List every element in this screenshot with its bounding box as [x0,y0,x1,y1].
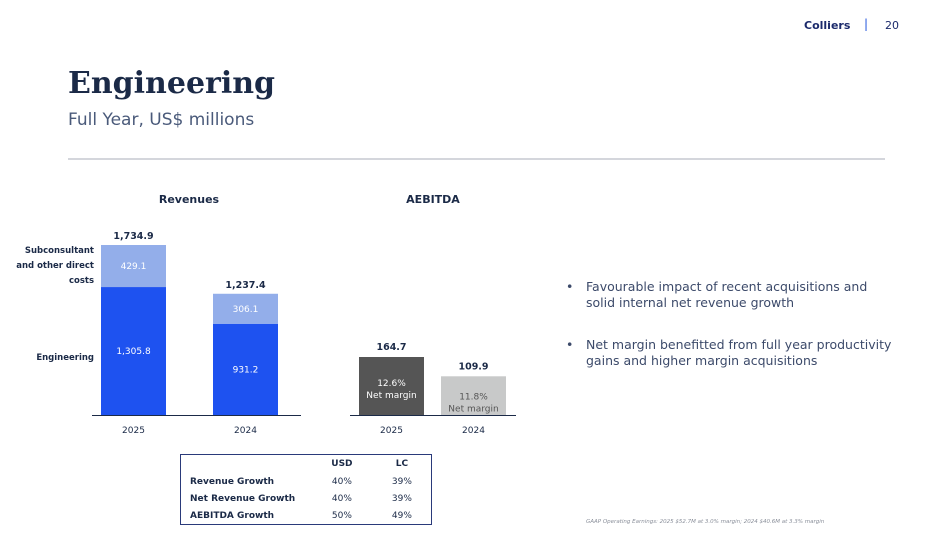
aebitda-value-label: 109.9 [458,361,488,372]
net-margin-percent: 11.8% [459,392,488,402]
growth-table: USD LC Revenue Growth 40% 39% Net Revenu… [180,454,432,525]
revenues-chart-title: Revenues [159,193,220,206]
title-divider [68,158,885,160]
revenue-x-tick: 2025 [122,426,145,436]
subconsultant-bar [213,293,278,324]
aebitda-x-tick: 2025 [380,426,403,436]
header-separator: | [864,17,869,31]
engineering-value-label: 931.2 [233,365,259,375]
growth-row-label: AEBITDA Growth [190,510,275,521]
commentary-bullet: Favourable impact of recent acquisitions… [566,279,896,311]
revenue-total-label: 1,734.9 [113,231,153,242]
growth-usd-value: 40% [331,493,352,504]
subconsultant-bar [101,245,166,288]
subconsultant-legend-label: Subconsultant and other direct costs [16,246,94,286]
table-row: AEBITDA Growth 50% 49% [181,507,431,524]
growth-usd-value: 40% [331,476,352,487]
growth-lc-value: 49% [391,510,412,521]
net-margin-label: Net margin [366,391,416,401]
subconsultant-value-label: 429.1 [121,262,147,272]
legend-label-line: costs [69,276,94,286]
revenue-x-tick: 2024 [234,426,257,436]
growth-usd-value: 50% [331,510,352,521]
table-row: Revenue Growth 40% 39% [181,473,431,490]
growth-col-usd: USD [331,459,353,469]
aebitda-bar [359,357,424,415]
engineering-legend-label: Engineering [36,353,94,363]
legend-label-line: Subconsultant [25,246,94,256]
net-margin-label: Net margin [448,404,498,414]
brand-name: Colliers [804,19,851,32]
net-margin-percent: 12.6% [377,379,406,389]
growth-table-corner [181,455,311,473]
growth-row-label: Revenue Growth [190,476,275,487]
footnote: GAAP Operating Earnings: 2025 $52.7M at … [586,519,825,525]
aebitda-value-label: 164.7 [376,342,406,353]
aebitda-bar [441,376,506,415]
engineering-bar [101,287,166,415]
page-subtitle: Full Year, US$ millions [68,110,255,130]
aebitda-chart-title: AEBITDA [406,193,460,206]
page-number: 20 [885,19,899,32]
growth-col-lc: LC [395,459,409,469]
engineering-bar [213,323,278,415]
aebitda-x-tick: 2024 [462,426,485,436]
page-title: Engineering [68,66,276,101]
engineering-value-label: 1,305.8 [116,347,151,357]
table-row: Net Revenue Growth 40% 39% [181,490,431,507]
growth-lc-value: 39% [391,476,412,487]
revenue-total-label: 1,237.4 [225,280,266,291]
legend-label-line: and other direct [16,261,94,271]
commentary-bullet: Net margin benefitted from full year pro… [566,337,896,369]
growth-lc-value: 39% [391,493,412,504]
growth-row-label: Net Revenue Growth [190,493,296,504]
commentary-list: Favourable impact of recent acquisitions… [566,279,896,395]
subconsultant-value-label: 306.1 [233,305,259,315]
